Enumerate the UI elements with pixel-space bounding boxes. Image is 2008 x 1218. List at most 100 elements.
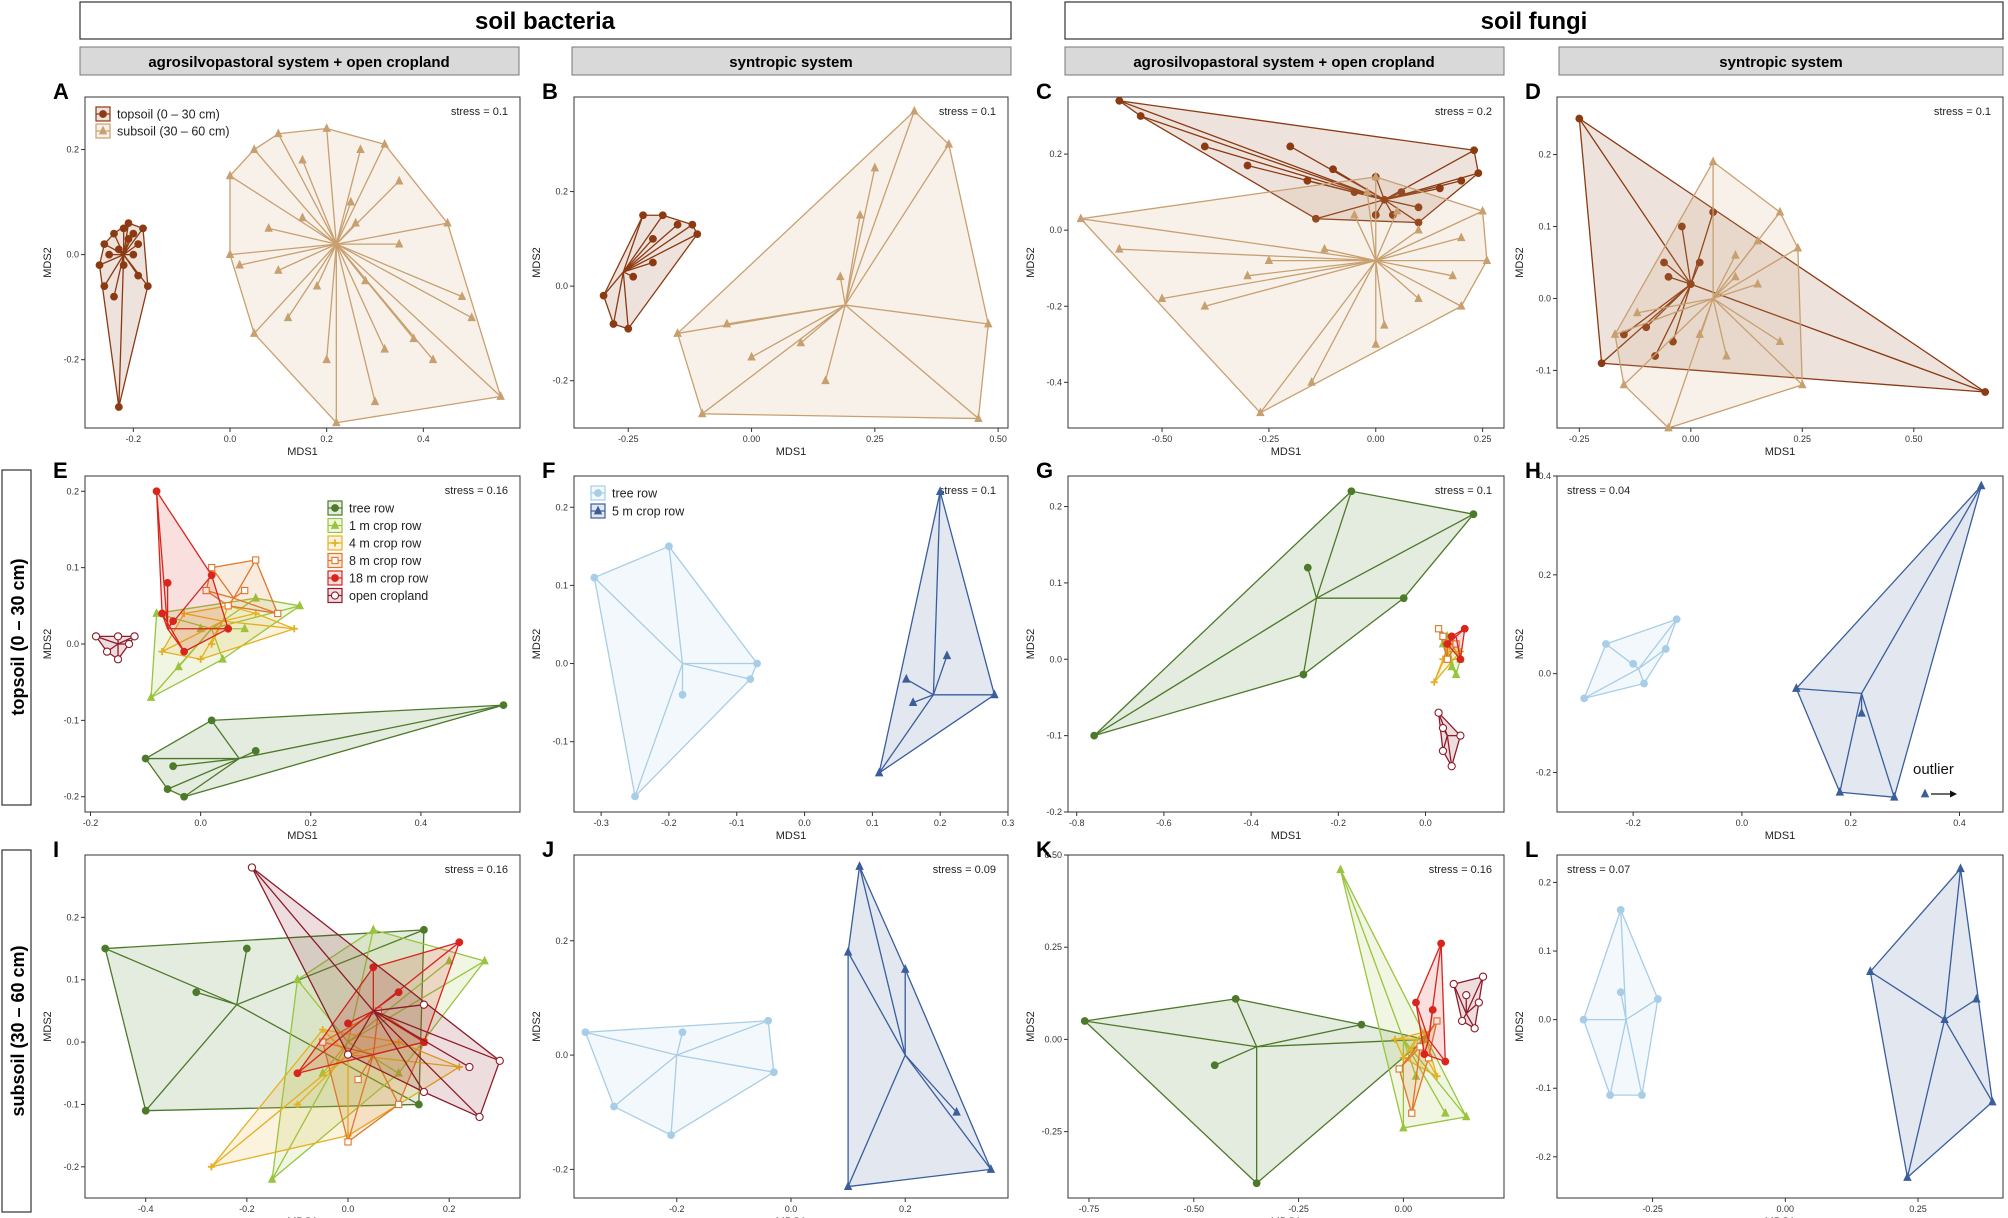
- data-point: [1434, 625, 1443, 633]
- data-point: [298, 212, 307, 222]
- data-point: [1395, 1065, 1403, 1073]
- spider-line: [1119, 248, 1376, 262]
- series-open-cropland: [91, 632, 139, 664]
- data-point: [1439, 632, 1447, 641]
- legend: tree row 1 m crop row 4 m crop row 8 m crop…: [327, 500, 429, 604]
- spider-line: [1712, 298, 1728, 357]
- data-point: [1299, 670, 1308, 679]
- data-point: [1469, 510, 1478, 519]
- data-point: [1977, 480, 1986, 490]
- spider-line: [622, 238, 654, 273]
- outlier-annotation: outlier: [1913, 761, 1954, 778]
- data-point: [124, 639, 134, 649]
- spider-line: [347, 960, 450, 1043]
- data-point: [251, 592, 260, 602]
- spider-line: [233, 597, 278, 615]
- spider-line: [1256, 1038, 1425, 1048]
- y-tick-label: -0.25: [1041, 1127, 1062, 1137]
- data-point: [900, 964, 910, 973]
- data-point: [1210, 1061, 1219, 1070]
- x-tick-label: -0.2: [126, 434, 142, 444]
- spider-line: [178, 628, 213, 668]
- x-tick-label: 0.00: [1777, 1204, 1795, 1214]
- data-point: [252, 609, 260, 618]
- series-open-cropland: [247, 863, 504, 1122]
- hull-polygon: [878, 490, 996, 774]
- y-axis-label: MDS2: [1025, 247, 1037, 278]
- spider-line: [335, 201, 352, 245]
- spider-line: [1609, 1019, 1627, 1096]
- data-point: [1090, 731, 1099, 740]
- data-point: [202, 586, 210, 595]
- y-tick-label: 0.1: [66, 975, 79, 985]
- spider-line: [357, 1054, 374, 1080]
- data-point: [1357, 1020, 1366, 1029]
- data-point: [693, 230, 702, 239]
- data-point: [163, 579, 172, 587]
- spider-line: [233, 559, 257, 599]
- spider-line: [347, 960, 485, 1043]
- data-point: [312, 280, 322, 290]
- spider-line: [335, 222, 357, 245]
- spider-line: [1214, 1046, 1257, 1066]
- data-point: [361, 275, 370, 285]
- spider-line: [612, 271, 624, 325]
- spider-line: [99, 254, 124, 266]
- col-header-box-4: [1558, 46, 2004, 76]
- x-tick-label: -0.25: [1569, 434, 1590, 444]
- data-point: [1660, 258, 1668, 267]
- spider-line: [668, 546, 684, 664]
- spider-line: [173, 757, 240, 767]
- data-point: [1303, 176, 1312, 185]
- data-point: [609, 320, 618, 328]
- series-18-m-crop-row: [1412, 939, 1450, 1066]
- spider-line: [336, 243, 472, 319]
- panel-letter-d: D: [1525, 79, 1541, 104]
- data-point: [129, 250, 138, 259]
- spider-line: [847, 951, 906, 1056]
- legend-item-key-marker: [331, 539, 339, 547]
- data-point: [444, 955, 454, 965]
- data-point: [343, 1050, 353, 1059]
- spider-line: [1384, 199, 1419, 208]
- series-tree-row: [1580, 615, 1681, 703]
- legend-label: tree row: [612, 487, 658, 501]
- spider-line: [1712, 211, 1781, 299]
- legend-label: subsoil (30 – 60 cm): [117, 125, 230, 139]
- x-tick-label: 0.25: [1794, 434, 1812, 444]
- data-point: [1231, 994, 1240, 1003]
- spider-line: [1375, 210, 1483, 262]
- legend-label: open cropland: [349, 589, 428, 603]
- data-point: [1686, 280, 1695, 288]
- data-point: [1441, 1057, 1450, 1066]
- y-tick-label: 0.2: [1049, 502, 1062, 512]
- spider-line: [1375, 260, 1462, 307]
- stress-label: stress = 0.2: [1435, 106, 1492, 118]
- spider-line: [326, 244, 337, 360]
- spider-line: [1375, 259, 1453, 277]
- data-point: [1076, 213, 1086, 223]
- x-axis-label: MDS1: [1765, 1216, 1796, 1218]
- stress-label: stress = 0.1: [939, 106, 996, 118]
- x-tick-label: 0.00: [1682, 434, 1700, 444]
- spider-line: [1247, 259, 1376, 277]
- spider-line: [196, 991, 237, 1006]
- data-point: [952, 1106, 961, 1116]
- data-point: [1447, 632, 1456, 641]
- spider-line: [278, 243, 337, 271]
- x-tick-label: -0.2: [669, 1204, 685, 1214]
- data-point: [836, 271, 845, 281]
- x-tick-label: 0.0: [224, 434, 237, 444]
- data-point: [870, 162, 880, 172]
- data-point: [1462, 1111, 1471, 1121]
- panel-letter-i: I: [53, 837, 59, 862]
- data-point: [1835, 786, 1845, 796]
- data-point: [1940, 1014, 1949, 1024]
- data-point: [1399, 1054, 1407, 1062]
- y-axis-label: MDS2: [42, 247, 54, 278]
- data-point: [1677, 222, 1686, 231]
- data-point: [990, 689, 999, 699]
- data-point: [146, 692, 156, 701]
- spider-line: [1712, 297, 1781, 343]
- data-point: [218, 653, 227, 663]
